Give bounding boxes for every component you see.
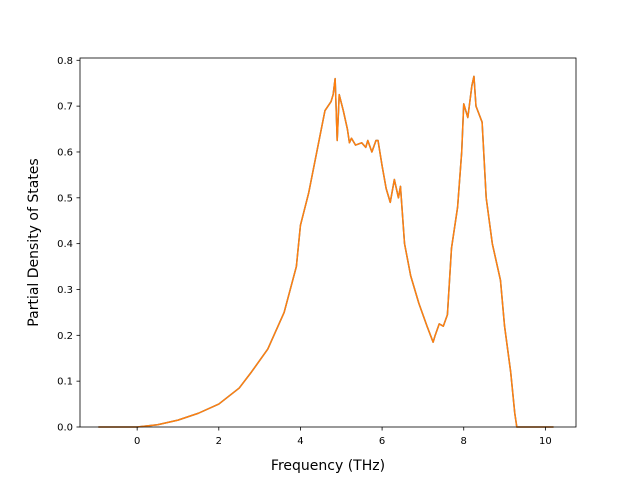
x-tick-label-3: 6 <box>379 436 385 447</box>
plot-area <box>98 75 554 428</box>
x-tick-label-1: 2 <box>216 436 222 447</box>
x-axis-label: Frequency (THz) <box>271 458 385 474</box>
axis-ticks: 0 2 4 6 8 10 0.0 0.1 0.2 0.3 0.4 0.5 0.6 0.7 0.8 <box>57 56 552 447</box>
y-tick-label-2: 0.2 <box>57 331 73 342</box>
x-tick-label-5: 10 <box>539 436 552 447</box>
series-line-1 <box>98 75 554 428</box>
y-tick-label-8: 0.8 <box>57 56 73 67</box>
y-tick-label-1: 0.1 <box>57 377 73 388</box>
axes-frame <box>79 57 577 428</box>
y-axis-label: Partial Density of States <box>26 158 42 326</box>
x-tick-label-0: 0 <box>134 436 140 447</box>
y-tick-label-3: 0.3 <box>57 285 73 296</box>
y-tick-label-4: 0.4 <box>57 239 73 250</box>
x-tick-label-4: 8 <box>461 436 467 447</box>
y-tick-label-7: 0.7 <box>57 102 73 113</box>
x-tick-label-2: 4 <box>297 436 303 447</box>
y-tick-label-6: 0.6 <box>57 147 73 158</box>
y-tick-label-5: 0.5 <box>57 193 73 204</box>
y-tick-label-0: 0.0 <box>57 423 73 434</box>
